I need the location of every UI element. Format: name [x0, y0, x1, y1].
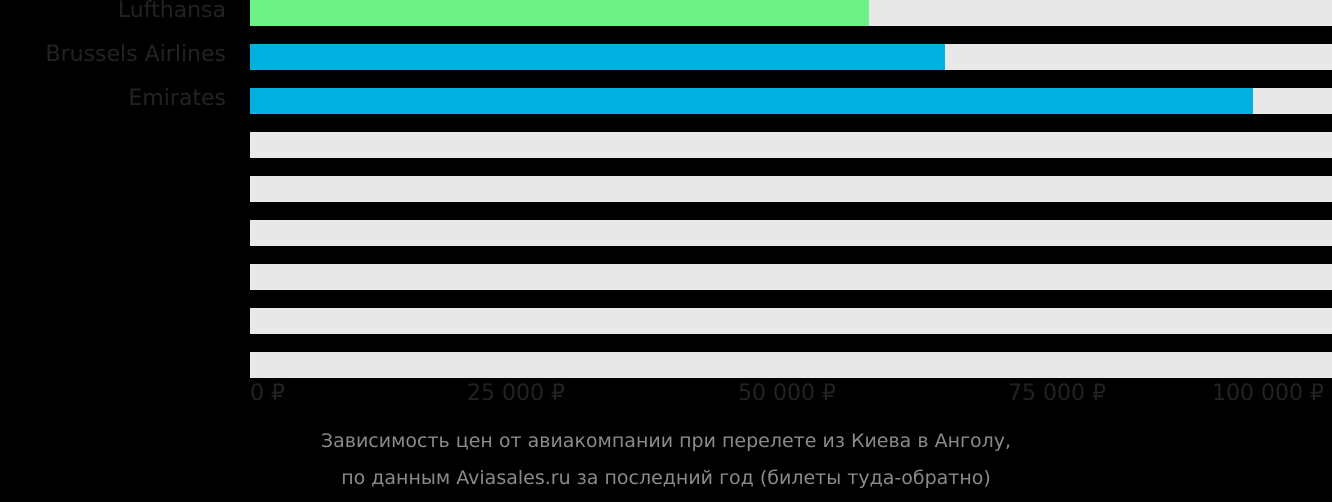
chart-caption-line2: по данным Aviasales.ru за последний год … — [341, 467, 991, 489]
bar-track — [250, 0, 1332, 26]
chart-caption-line1: Зависимость цен от авиакомпании при пере… — [320, 430, 1012, 452]
bar-track — [250, 88, 1332, 114]
bar-track — [250, 308, 1332, 334]
x-tick-100000: 100 000 ₽ — [1212, 381, 1324, 406]
bar-fill — [250, 88, 1253, 114]
bar-track — [250, 264, 1332, 290]
x-tick-0: 0 ₽ — [250, 381, 285, 406]
chart-row: Brussels Airlines — [0, 42, 1332, 70]
bar-track — [250, 220, 1332, 246]
bar-fill — [250, 44, 945, 70]
row-label: Emirates — [128, 86, 226, 111]
bar-track — [250, 44, 1332, 70]
bar-track — [250, 352, 1332, 378]
chart-row — [0, 220, 1332, 246]
chart-row — [0, 308, 1332, 334]
chart-row — [0, 352, 1332, 378]
chart-row — [0, 176, 1332, 202]
row-label: Lufthansa — [117, 0, 226, 23]
x-tick-50000: 50 000 ₽ — [738, 381, 836, 406]
x-tick-25000: 25 000 ₽ — [467, 381, 565, 406]
x-tick-75000: 75 000 ₽ — [1008, 381, 1106, 406]
bar-fill — [250, 0, 869, 26]
row-label: Brussels Airlines — [45, 42, 226, 67]
bar-track — [250, 132, 1332, 158]
chart-row: Lufthansa — [0, 0, 1332, 26]
chart-row: Emirates — [0, 86, 1332, 114]
chart-row — [0, 132, 1332, 158]
chart-row — [0, 264, 1332, 290]
bar-track — [250, 176, 1332, 202]
